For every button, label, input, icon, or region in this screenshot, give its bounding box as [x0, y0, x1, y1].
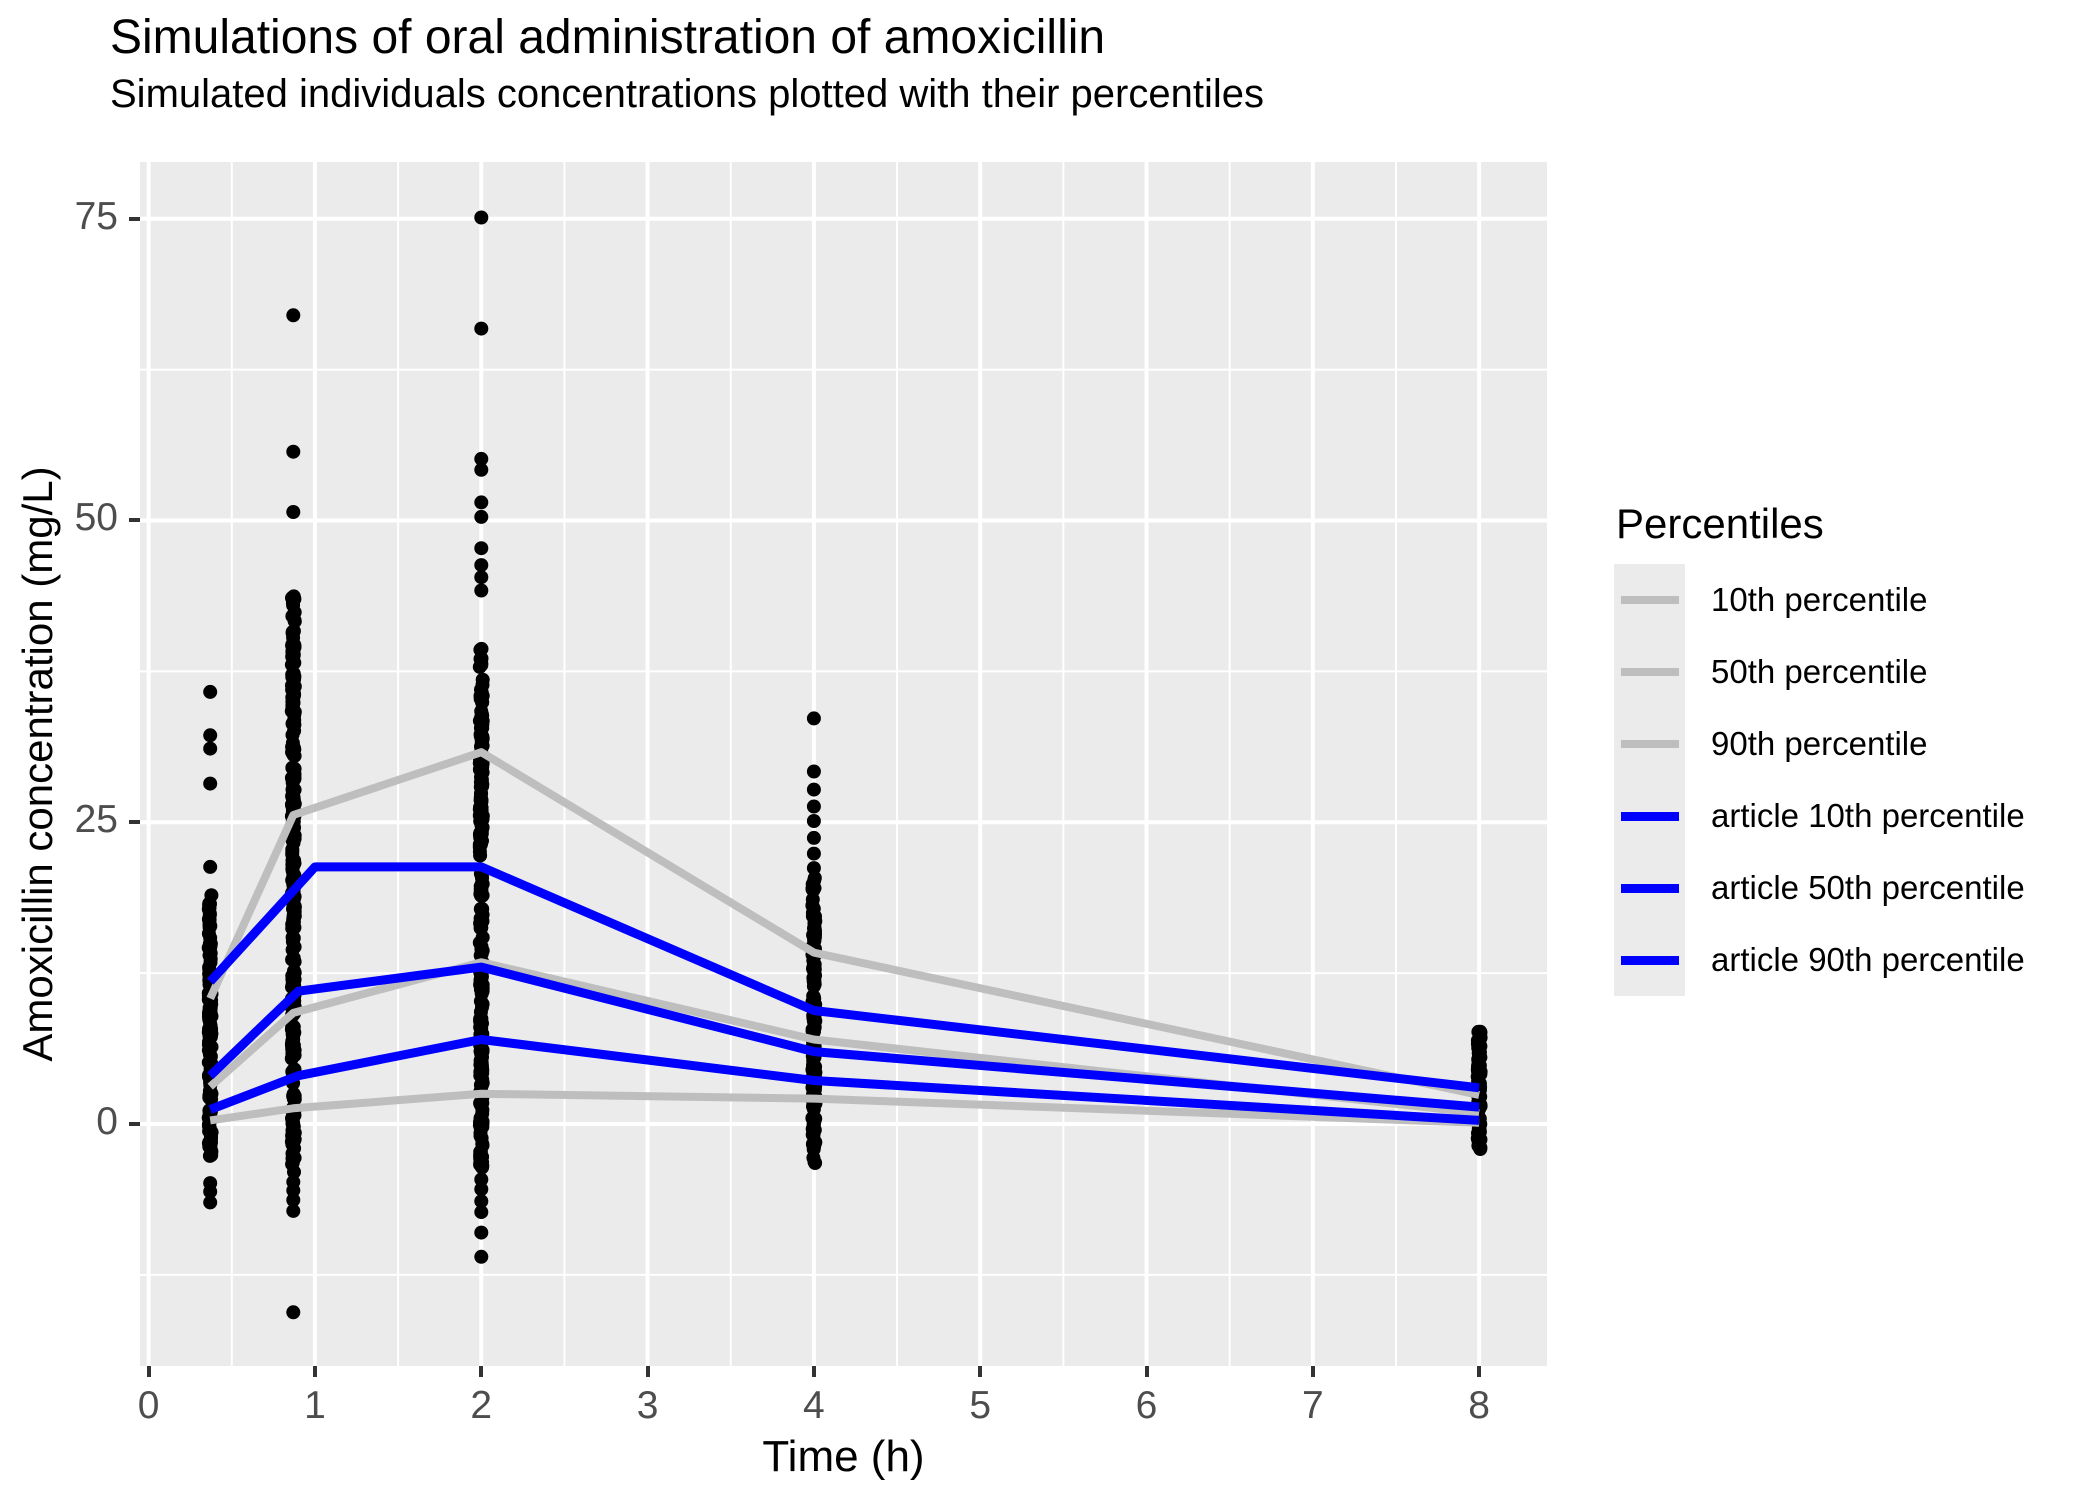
y-tick-mark [129, 216, 140, 221]
x-tick-mark [146, 1366, 151, 1377]
legend-key-line-icon [1620, 883, 1679, 893]
legend-item-label: 50th percentile [1711, 653, 1928, 690]
legend-key [1614, 708, 1685, 780]
grid-major [140, 162, 1547, 1366]
legend-items: 10th percentile 50th percentile 90th perce… [1614, 564, 2025, 996]
y-tick-mark [129, 518, 140, 523]
legend-item: 90th percentile [1614, 708, 2025, 780]
x-axis-title: Time (h) [762, 1432, 925, 1481]
series-line [206, 748, 1480, 1099]
chart-title: Simulations of oral administration of am… [110, 11, 1106, 64]
x-tick-label: 5 [969, 1384, 992, 1427]
x-tick-label: 6 [1135, 1384, 1158, 1427]
legend-key [1614, 924, 1685, 996]
x-tick-label: 4 [803, 1384, 825, 1427]
legend-key-line-icon [1620, 596, 1679, 604]
series-line [206, 862, 1480, 1093]
legend-key-line-icon [1620, 740, 1679, 748]
x-tick-label: 7 [1301, 1384, 1324, 1427]
y-tick-mark [129, 820, 140, 825]
y-tick-label: 50 [74, 496, 118, 540]
x-tick-mark [978, 1366, 983, 1377]
legend-item: article 50th percentile [1614, 852, 2025, 924]
x-tick-label: 8 [1468, 1384, 1490, 1427]
legend-key [1614, 852, 1685, 924]
y-tick-label: 0 [96, 1099, 118, 1143]
x-tick-label: 1 [304, 1384, 326, 1427]
percentile-lines [206, 748, 1480, 1127]
x-tick-label: 2 [470, 1384, 493, 1427]
series-line [209, 1089, 1480, 1127]
series-line [208, 1035, 1480, 1125]
x-tick-mark [1477, 1366, 1482, 1377]
x-tick-label: 3 [636, 1384, 659, 1427]
legend-key-line-icon [1620, 811, 1679, 821]
x-tick-label: 0 [137, 1384, 160, 1427]
x-tick-mark [1310, 1366, 1315, 1377]
plot-panel [140, 162, 1547, 1366]
y-axis-title: Amoxicillin concentration (mg/L) [14, 466, 61, 1062]
y-tick-mark [129, 1121, 140, 1126]
x-tick-mark [312, 1366, 317, 1377]
legend-key-line-icon [1620, 955, 1679, 965]
legend-key [1614, 564, 1685, 636]
x-tick-mark [645, 1366, 650, 1377]
legend: Percentiles 10th percentile 50th percenti… [1614, 500, 2025, 996]
legend-item: article 90th percentile [1614, 924, 2025, 996]
y-tick-label: 25 [74, 798, 118, 842]
legend-item-label: article 10th percentile [1711, 797, 2025, 834]
legend-key [1614, 780, 1685, 852]
series-line [207, 962, 1480, 1112]
legend-title: Percentiles [1616, 500, 1824, 547]
x-tick-mark [811, 1366, 816, 1377]
legend-item-label: article 90th percentile [1711, 941, 2025, 978]
legend-item: article 10th percentile [1614, 780, 2025, 852]
legend-key [1614, 636, 1685, 708]
legend-key-line-icon [1620, 668, 1679, 676]
legend-item-label: article 50th percentile [1711, 869, 2025, 906]
legend-item: 50th percentile [1614, 636, 2025, 708]
legend-item: 10th percentile [1614, 564, 2025, 636]
y-tick-label: 75 [74, 194, 118, 238]
series-line [207, 958, 1480, 1118]
chart-subtitle: Simulated individuals concentrations plo… [110, 72, 1264, 116]
legend-item-label: 10th percentile [1711, 581, 1928, 618]
legend-item-label: 90th percentile [1711, 725, 1928, 762]
x-tick-mark [479, 1366, 484, 1377]
x-tick-mark [1144, 1366, 1149, 1377]
panel-background [140, 162, 1547, 1366]
